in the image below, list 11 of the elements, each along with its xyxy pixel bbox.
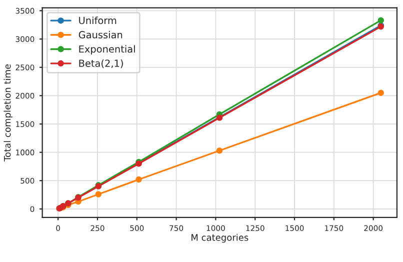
point — [216, 147, 223, 154]
legend-label: Exponential — [79, 45, 135, 55]
point — [136, 176, 142, 183]
x-axis-title: M categories — [192, 234, 248, 243]
point — [378, 17, 384, 24]
point — [378, 90, 384, 96]
y-axis-title: Total completion time — [4, 64, 12, 162]
point — [95, 191, 102, 198]
legend-label: Uniform — [79, 16, 116, 24]
legend-label: Gaussian — [78, 30, 122, 38]
legend-label: Beta(2,1) — [79, 59, 123, 68]
